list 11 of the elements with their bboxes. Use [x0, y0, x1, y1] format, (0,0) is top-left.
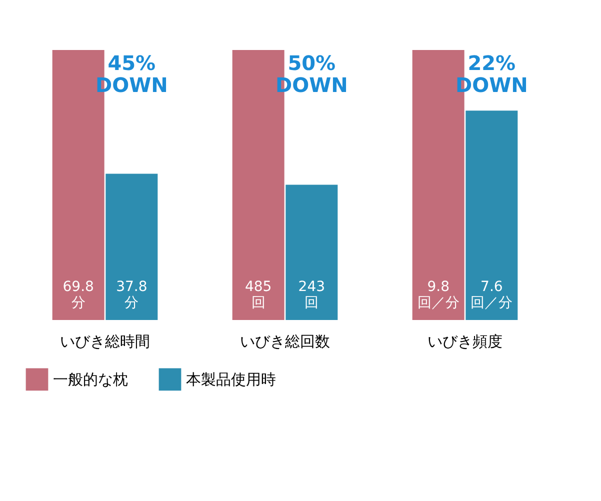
x-tick-label: いびき総回数: [240, 332, 330, 350]
data-label: 37.8 分: [116, 279, 148, 311]
data-label: 485 回: [244, 279, 272, 311]
legend-label: 本製品使用時: [186, 370, 276, 388]
x-tick-label: いびき頻度: [428, 332, 502, 350]
data-label: 69.8 分: [62, 279, 94, 311]
data-label: 243 回: [298, 279, 326, 311]
data-label: 9.8 回／分: [417, 279, 460, 311]
data-label: 7.6 回／分: [470, 279, 513, 311]
x-tick-label: いびき総時間: [60, 332, 150, 350]
legend-label: 一般的な枕: [53, 370, 128, 388]
